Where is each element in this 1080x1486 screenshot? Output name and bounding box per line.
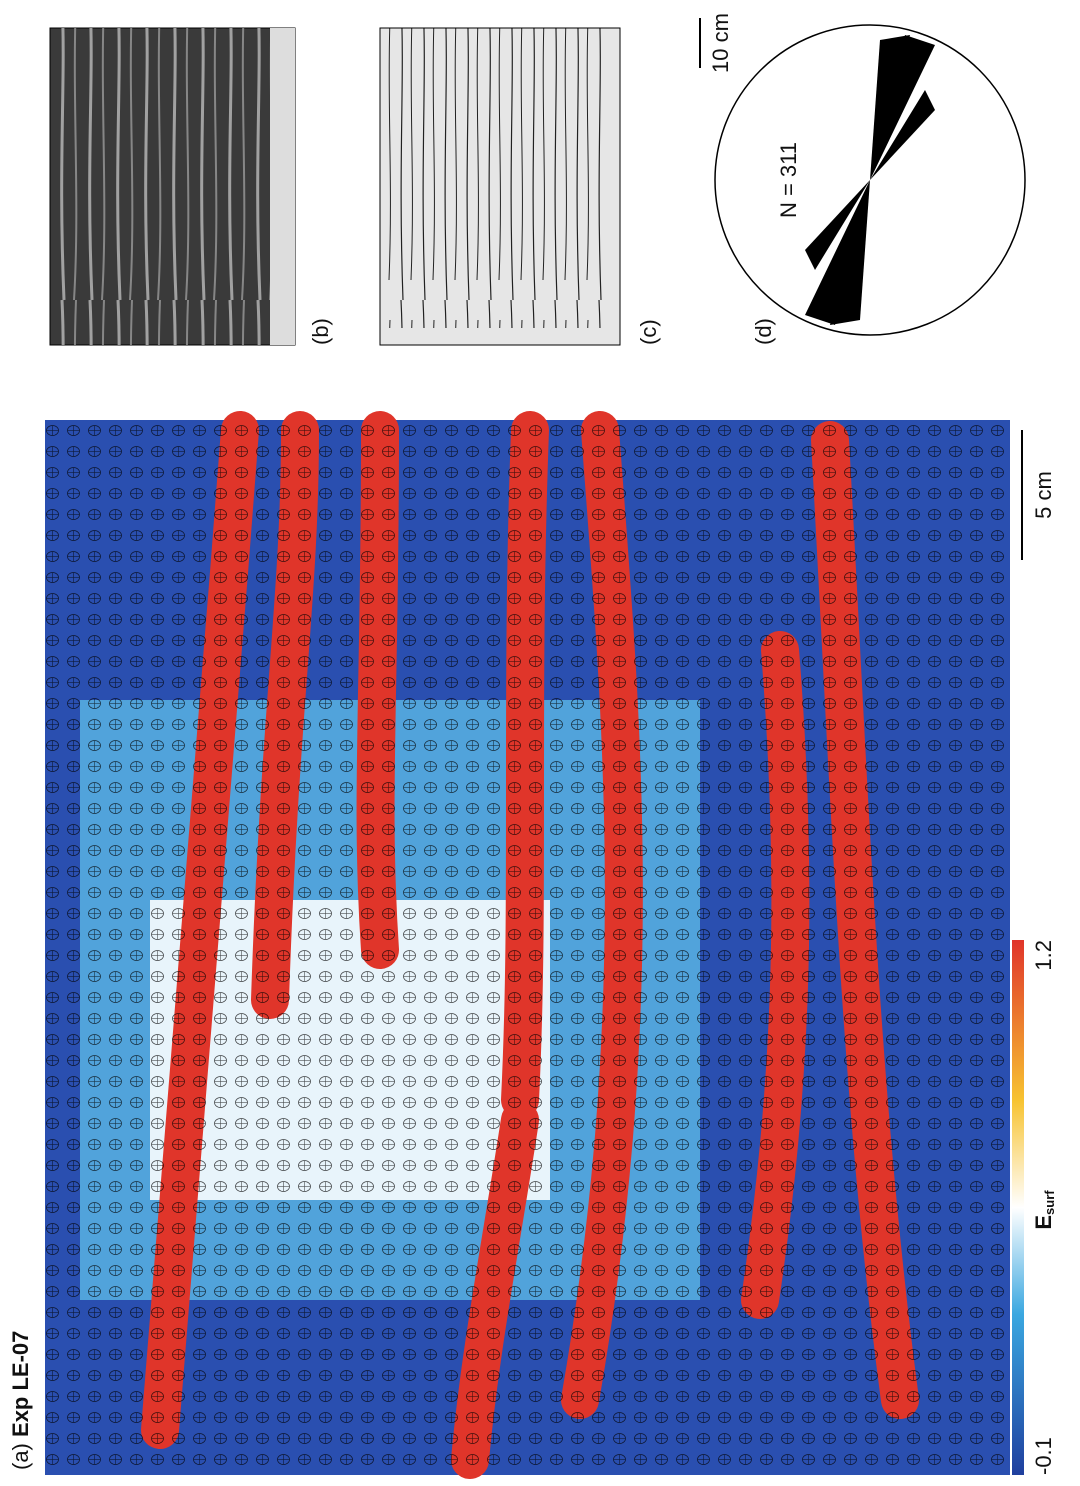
panel-label: (a) bbox=[8, 1443, 33, 1470]
colorbar-max: 1.2 bbox=[1031, 940, 1056, 971]
panel-label: (d) bbox=[751, 318, 776, 345]
panel-title: (a) Exp LE-07 bbox=[8, 1331, 33, 1470]
title-text: Exp LE-07 bbox=[8, 1331, 33, 1437]
colorbar-label: Esurf bbox=[1031, 1190, 1058, 1230]
strain-map bbox=[45, 411, 1010, 1479]
rose-circle bbox=[714, 24, 1026, 336]
colorbar-name: E bbox=[1031, 1215, 1056, 1230]
scale-label: 10 cm bbox=[708, 13, 733, 73]
photo-texture bbox=[50, 28, 295, 345]
colorbar-min: -0.1 bbox=[1031, 1437, 1056, 1475]
colorbar-subscript: surf bbox=[1042, 1190, 1057, 1215]
fault-traces bbox=[385, 28, 605, 328]
panel-label: (c) bbox=[636, 319, 661, 345]
photo-edge bbox=[270, 28, 295, 345]
scale-label: 5 cm bbox=[1031, 471, 1056, 519]
count-label: N = 311 bbox=[776, 142, 801, 218]
rose-diagram bbox=[805, 35, 935, 325]
colorbar bbox=[1012, 940, 1024, 1475]
panel-label: (b) bbox=[308, 318, 333, 345]
